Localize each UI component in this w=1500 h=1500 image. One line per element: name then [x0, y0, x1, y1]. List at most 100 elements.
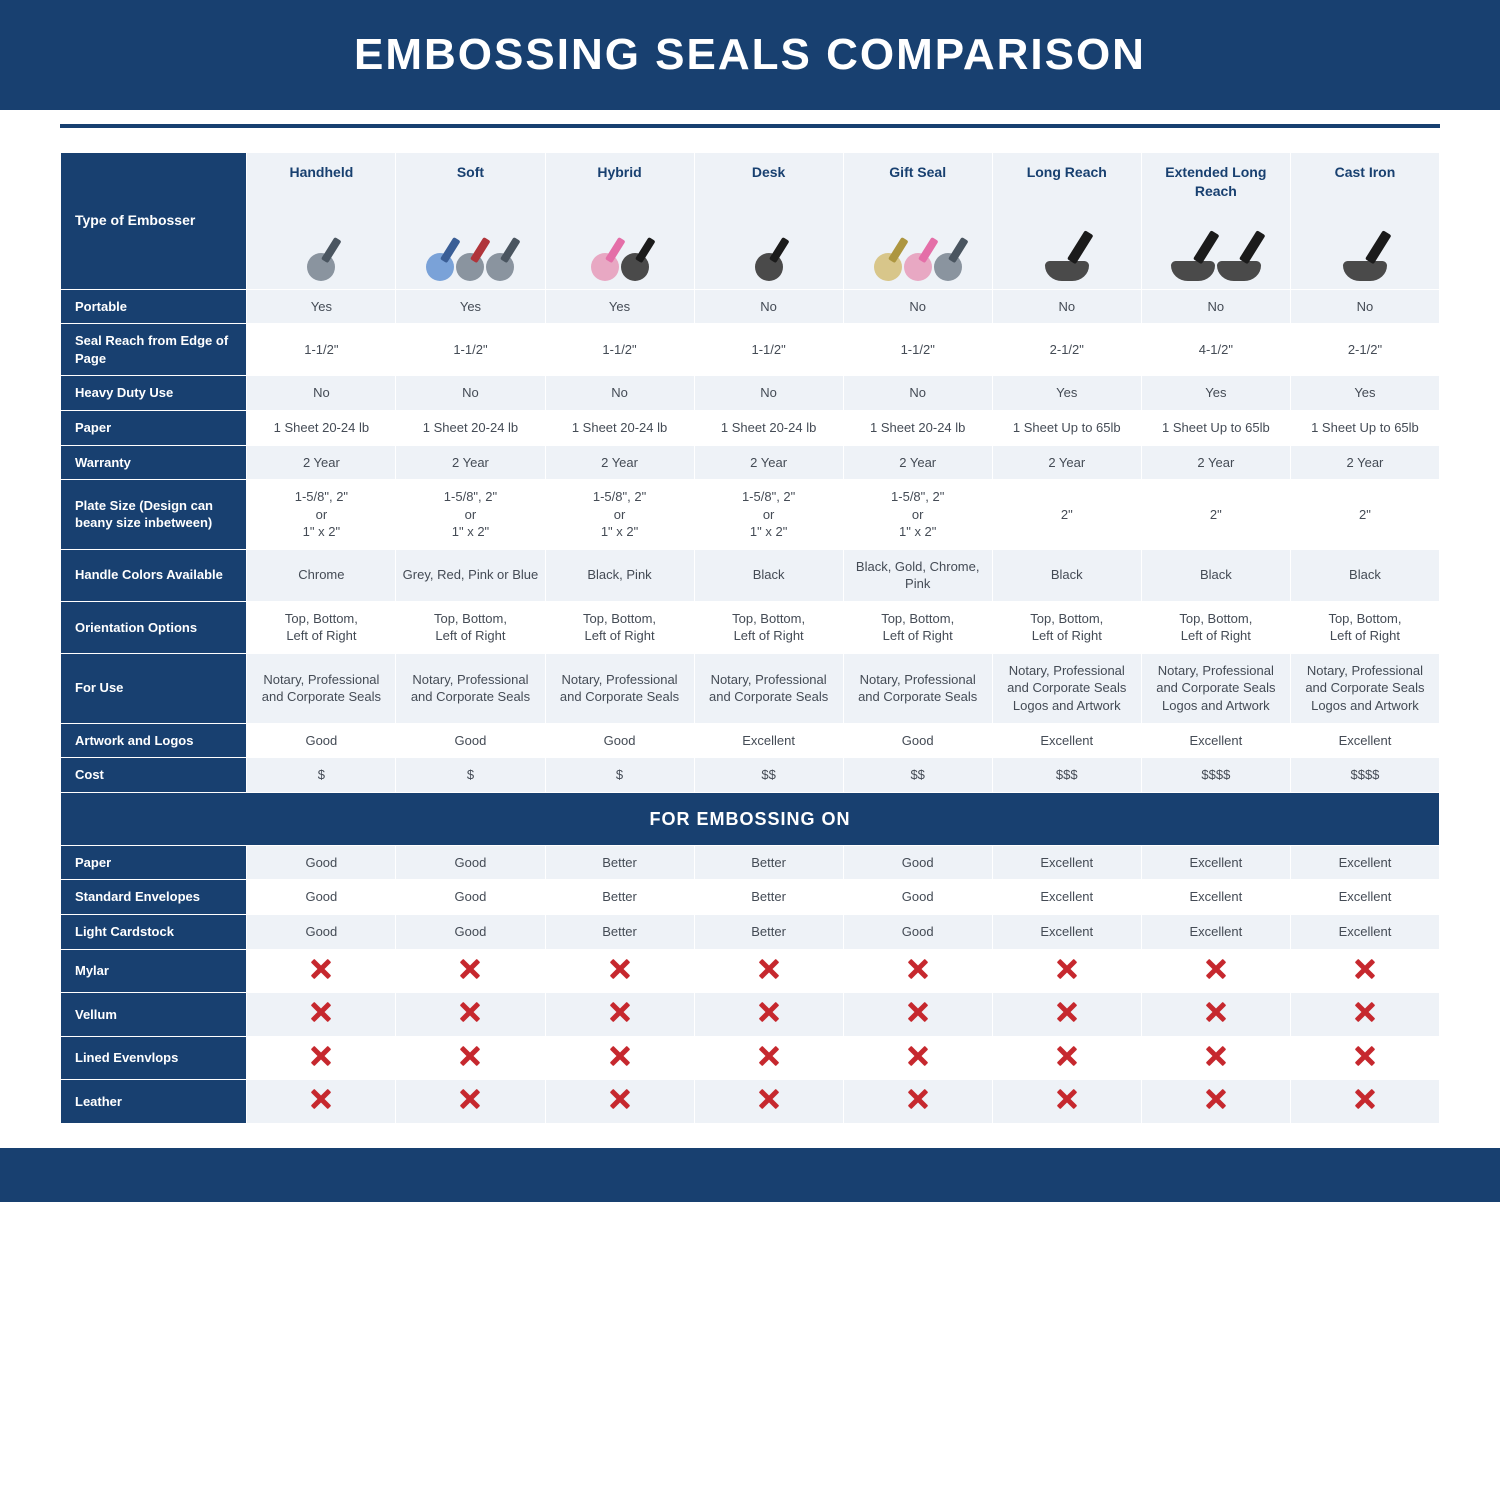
column-header-label: Extended Long Reach [1148, 163, 1284, 201]
table-row: Light CardstockGoodGoodBetterBetterGoodE… [61, 915, 1440, 950]
x-mark-icon [758, 1088, 780, 1110]
table-cell: 1-1/2" [843, 324, 992, 376]
table-cell [1141, 1080, 1290, 1124]
row-label: Plate Size (Design can beany size inbetw… [61, 480, 247, 550]
table-cell: Notary, Professional and Corporate Seals [843, 653, 992, 723]
table-cell [992, 1080, 1141, 1124]
table-cell: Good [843, 880, 992, 915]
column-header-label: Handheld [253, 163, 389, 182]
table-cell: 2 Year [992, 445, 1141, 480]
embosser-icon [456, 253, 484, 281]
row-label: Standard Envelopes [61, 880, 247, 915]
table-row: PaperGoodGoodBetterBetterGoodExcellentEx… [61, 845, 1440, 880]
table-row: Orientation Options Top, Bottom,Left of R… [61, 601, 1440, 653]
embosser-icon-group [874, 253, 962, 281]
table-cell: Excellent [1290, 880, 1439, 915]
table-row: Artwork and LogosGoodGoodGoodExcellentGo… [61, 723, 1440, 758]
table-row: Cost$$$$$$$$$$$$$$$$$$ [61, 758, 1440, 793]
table-cell [992, 993, 1141, 1037]
x-mark-icon [459, 958, 481, 980]
embosser-icon [904, 253, 932, 281]
table-cell: Good [396, 845, 545, 880]
table-cell: 1 Sheet 20-24 lb [247, 410, 396, 445]
x-mark-icon [609, 958, 631, 980]
row-label: Paper [61, 410, 247, 445]
embosser-icon [1343, 261, 1387, 281]
table-cell [1141, 993, 1290, 1037]
table-cell: 1-5/8", 2"or1" x 2" [396, 480, 545, 550]
x-mark-icon [1205, 1045, 1227, 1067]
x-mark-icon [459, 1088, 481, 1110]
table-body-materials: PaperGoodGoodBetterBetterGoodExcellentEx… [61, 845, 1440, 1123]
table-cell [694, 1036, 843, 1080]
table-row: Seal Reach from Edge of Page 1-1/2" 1-1/2"… [61, 324, 1440, 376]
table-cell: Yes [545, 289, 694, 324]
table-head: Type of EmbosserHandheldSoftHybridDeskGi… [61, 153, 1440, 290]
column-header: Gift Seal [843, 153, 992, 290]
table-cell: Yes [992, 376, 1141, 411]
table-cell: $$$$ [1290, 758, 1439, 793]
x-mark-icon [609, 1088, 631, 1110]
embosser-icon [1217, 261, 1261, 281]
embosser-icon-group [1171, 261, 1261, 281]
x-mark-icon [758, 1001, 780, 1023]
table-cell: Top, Bottom,Left of Right [694, 601, 843, 653]
table-cell: 2 Year [545, 445, 694, 480]
table-row: Leather [61, 1080, 1440, 1124]
table-row: Standard EnvelopesGoodGoodBetterBetterGo… [61, 880, 1440, 915]
table-cell: Excellent [992, 845, 1141, 880]
table-cell [1290, 1036, 1439, 1080]
table-row: Paper1 Sheet 20-24 lb1 Sheet 20-24 lb1 S… [61, 410, 1440, 445]
embosser-icon [486, 253, 514, 281]
table-cell: 2" [992, 480, 1141, 550]
table-cell [992, 949, 1141, 993]
embosser-icon-group [591, 253, 649, 281]
table-cell: $$$$ [1141, 758, 1290, 793]
embosser-icon [426, 253, 454, 281]
table-cell: Top, Bottom,Left of Right [843, 601, 992, 653]
table-cell: Top, Bottom,Left of Right [1141, 601, 1290, 653]
embosser-icon-group [307, 253, 335, 281]
row-label: Seal Reach from Edge of Page [61, 324, 247, 376]
table-cell: 1-1/2" [545, 324, 694, 376]
row-label: Orientation Options [61, 601, 247, 653]
table-cell: Better [694, 915, 843, 950]
embosser-icon [307, 253, 335, 281]
table-cell: 1 Sheet Up to 65lb [992, 410, 1141, 445]
table-cell: Good [247, 723, 396, 758]
table-cell: Yes [396, 289, 545, 324]
row-label: Light Cardstock [61, 915, 247, 950]
embosser-icon [755, 253, 783, 281]
row-label: Handle Colors Available [61, 549, 247, 601]
table-cell: Notary, Professional and Corporate Seals… [1290, 653, 1439, 723]
table-row: Lined Evenvlops [61, 1036, 1440, 1080]
x-mark-icon [907, 1045, 929, 1067]
row-label: Mylar [61, 949, 247, 993]
row-label: Cost [61, 758, 247, 793]
table-cell [545, 1080, 694, 1124]
table-cell: Top, Bottom,Left of Right [396, 601, 545, 653]
table-cell: 2" [1141, 480, 1290, 550]
embosser-icon [1171, 261, 1215, 281]
table-cell: Good [396, 880, 545, 915]
x-mark-icon [1056, 1045, 1078, 1067]
table-cell: Good [843, 915, 992, 950]
table-cell: Excellent [1290, 723, 1439, 758]
table-cell [396, 1036, 545, 1080]
table-row: Plate Size (Design can beany size inbetw… [61, 480, 1440, 550]
table-cell [247, 1036, 396, 1080]
table-body-band: FOR EMBOSSING ON [61, 792, 1440, 845]
table-cell: Excellent [992, 880, 1141, 915]
table-cell: Notary, Professional and Corporate Seals [545, 653, 694, 723]
table-cell: Excellent [992, 723, 1141, 758]
x-mark-icon [1205, 1001, 1227, 1023]
x-mark-icon [1354, 1088, 1376, 1110]
header-rule [60, 124, 1440, 128]
footer-band [0, 1148, 1500, 1202]
x-mark-icon [459, 1045, 481, 1067]
embosser-icon-group [1045, 261, 1089, 281]
table-cell [247, 993, 396, 1037]
column-header-label: Soft [402, 163, 538, 182]
embosser-icon [591, 253, 619, 281]
table-cell: $$ [843, 758, 992, 793]
